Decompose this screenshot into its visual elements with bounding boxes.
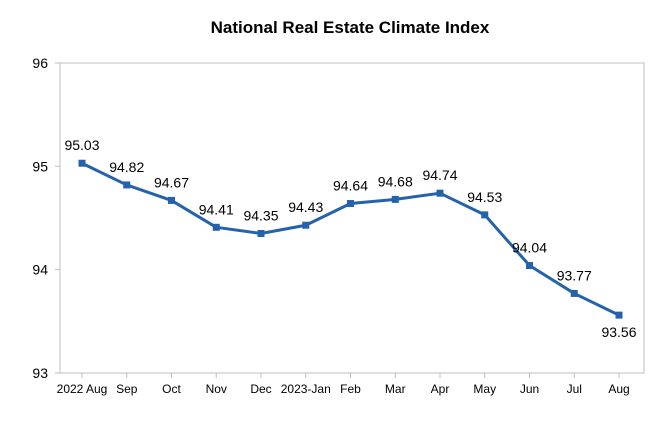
x-tick-label: Aug — [608, 382, 629, 396]
data-label: 94.74 — [422, 167, 457, 183]
x-tick-label: Oct — [162, 382, 181, 396]
data-point — [391, 195, 399, 203]
data-point — [615, 311, 623, 319]
data-point — [257, 230, 265, 237]
data-label: 94.68 — [378, 173, 413, 189]
data-label: 93.56 — [601, 324, 636, 340]
x-axis: 2022 Aug Sep Oct Nov Dec 2023-Jan Feb Mar Apr May… — [57, 373, 630, 396]
x-tick-label: Nov — [206, 382, 227, 396]
data-point — [78, 159, 86, 167]
x-tick-label: Feb — [340, 382, 361, 396]
data-point — [526, 262, 533, 270]
series-markers — [78, 159, 623, 319]
data-label: 95.03 — [64, 137, 99, 153]
y-axis: 93 94 95 96 — [32, 55, 60, 381]
x-tick-label: Jun — [520, 382, 539, 396]
data-label: 94.67 — [154, 174, 189, 190]
x-tick-label: May — [473, 382, 496, 396]
x-tick-label: Mar — [385, 382, 406, 396]
data-label: 94.04 — [512, 240, 547, 256]
data-point — [302, 221, 310, 229]
data-point — [347, 200, 354, 208]
data-label: 94.64 — [333, 178, 368, 194]
x-tick-label: 2023-Jan — [281, 382, 331, 396]
y-tick-label: 96 — [32, 55, 48, 71]
x-tick-label: Jul — [567, 382, 582, 396]
data-point — [212, 223, 220, 231]
data-point — [168, 196, 175, 204]
x-tick-label: Sep — [116, 382, 138, 396]
x-tick-label: 2022 Aug — [57, 382, 108, 396]
y-tick-label: 94 — [32, 262, 48, 278]
data-label: 94.43 — [288, 199, 323, 215]
plot-area — [59, 62, 645, 374]
data-label: 94.82 — [109, 159, 144, 175]
chart-title: National Real Estate Climate Index — [210, 18, 490, 37]
data-label: 94.53 — [467, 189, 502, 205]
x-tick-label: Apr — [431, 382, 450, 396]
data-labels: 95.03 94.82 94.67 94.41 94.35 94.43 94.64 94.68… — [64, 137, 636, 340]
data-point — [436, 189, 444, 197]
data-label: 93.77 — [557, 267, 592, 283]
data-label: 94.41 — [199, 201, 234, 217]
data-point — [570, 289, 578, 297]
y-tick-label: 93 — [32, 365, 48, 381]
y-tick-label: 95 — [32, 158, 48, 174]
data-point — [481, 211, 489, 219]
data-point — [123, 181, 131, 189]
x-tick-label: Dec — [250, 382, 271, 396]
data-label: 94.35 — [243, 208, 278, 224]
